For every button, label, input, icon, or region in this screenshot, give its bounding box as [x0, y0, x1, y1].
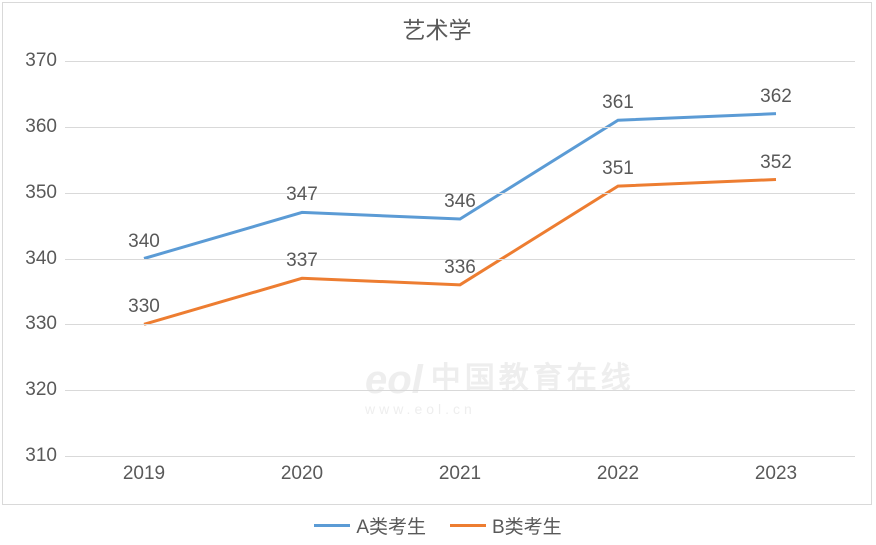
chart-title: 艺术学: [3, 11, 871, 45]
x-tick-label: 2023: [755, 463, 797, 485]
gridline: [65, 127, 855, 128]
y-tick-label: 340: [7, 248, 57, 270]
gridline: [65, 61, 855, 62]
plot-area: eol中国教育在线 www.eol.cn 3103203303403503603…: [65, 61, 855, 456]
data-label: 352: [760, 152, 792, 174]
y-tick-label: 330: [7, 313, 57, 335]
data-label: 336: [444, 257, 476, 279]
data-label: 346: [444, 191, 476, 213]
legend-swatch-b: [450, 524, 486, 527]
y-tick-label: 310: [7, 445, 57, 467]
legend-label-b: B类考生: [492, 512, 562, 539]
data-label: 347: [286, 184, 318, 206]
data-label: 351: [602, 158, 634, 180]
x-tick-label: 2021: [439, 463, 481, 485]
y-tick-label: 370: [7, 50, 57, 72]
x-tick-label: 2019: [123, 463, 165, 485]
y-tick-label: 350: [7, 182, 57, 204]
data-label: 340: [128, 231, 160, 253]
legend-label-a: A类考生: [356, 512, 426, 539]
x-tick-label: 2022: [597, 463, 639, 485]
legend-swatch-a: [314, 524, 350, 527]
data-label: 362: [760, 86, 792, 108]
gridline: [65, 390, 855, 391]
data-label: 361: [602, 92, 634, 114]
data-label: 337: [286, 250, 318, 272]
data-label: 330: [128, 296, 160, 318]
legend-item-b: B类考生: [450, 512, 562, 539]
legend-item-a: A类考生: [314, 512, 426, 539]
y-tick-label: 320: [7, 379, 57, 401]
x-tick-label: 2020: [281, 463, 323, 485]
gridline: [65, 456, 855, 457]
gridline: [65, 324, 855, 325]
legend: A类考生 B类考生: [0, 508, 876, 543]
chart-frame: 艺术学 eol中国教育在线 www.eol.cn 310320330340350…: [2, 2, 872, 505]
series-line: [144, 114, 776, 259]
y-tick-label: 360: [7, 116, 57, 138]
